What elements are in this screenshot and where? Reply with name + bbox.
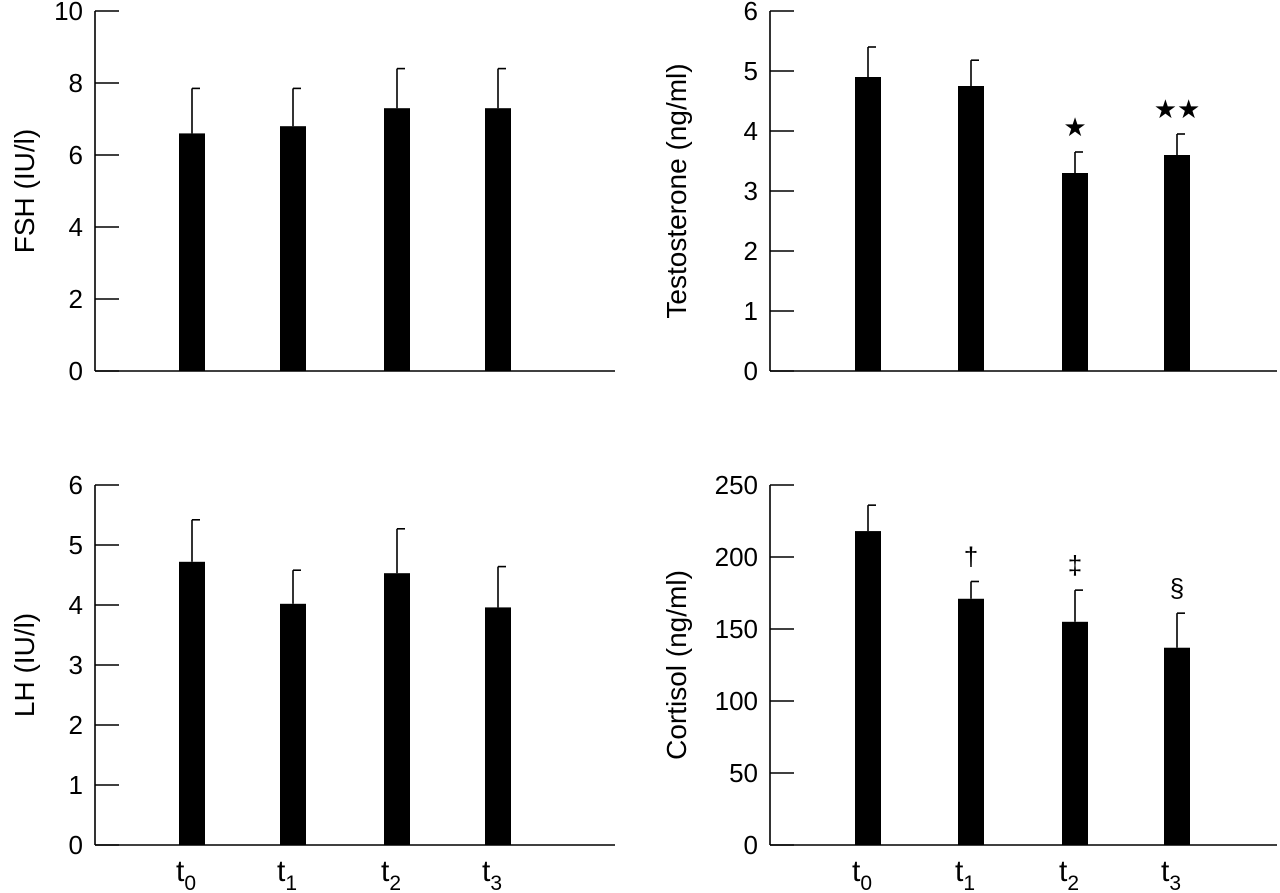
bar-t1 — [958, 598, 984, 845]
y-tick-label: 150 — [715, 614, 758, 644]
bar-t3 — [485, 108, 511, 371]
x-tick-label: t3 — [1161, 855, 1181, 893]
x-tick-label-base: t — [482, 855, 491, 888]
y-axis-label: Testosterone (ng/ml) — [661, 63, 692, 318]
y-tick-label: 3 — [69, 650, 83, 680]
y-tick-label: 3 — [744, 176, 758, 206]
x-tick-label-subscript: 2 — [1067, 872, 1079, 893]
y-tick-label: 0 — [744, 356, 758, 386]
y-tick-label: 50 — [729, 758, 758, 788]
x-tick-label-base: t — [852, 855, 861, 888]
bar-t1 — [280, 126, 306, 371]
x-tick-label-subscript: 0 — [184, 872, 196, 893]
bar-t2 — [1062, 173, 1088, 371]
y-axis-label: LH (IU/l) — [9, 613, 40, 717]
x-tick-label-base: t — [1059, 855, 1068, 888]
y-tick-label: 250 — [715, 470, 758, 500]
x-tick-label: t0 — [176, 855, 196, 893]
y-tick-label: 200 — [715, 542, 758, 572]
x-tick-label-base: t — [381, 855, 390, 888]
y-axis-label: Cortisol (ng/ml) — [661, 570, 692, 760]
bar-t3 — [1164, 155, 1190, 371]
x-tick-label-base: t — [176, 855, 185, 888]
significance-marker: ★ — [1063, 112, 1086, 142]
y-tick-label: 0 — [69, 830, 83, 860]
significance-marker: § — [1170, 573, 1184, 603]
bar-t0 — [855, 77, 881, 371]
y-tick-label: 1 — [69, 770, 83, 800]
y-tick-label: 10 — [54, 0, 83, 26]
x-tick-label: t1 — [955, 855, 975, 893]
bar-t2 — [384, 573, 410, 845]
y-tick-label: 4 — [744, 116, 758, 146]
y-tick-label: 2 — [744, 236, 758, 266]
x-tick-label-subscript: 3 — [1169, 872, 1181, 893]
x-tick-label: t2 — [1059, 855, 1079, 893]
y-tick-label: 8 — [69, 68, 83, 98]
y-tick-label: 0 — [69, 356, 83, 386]
x-tick-label-base: t — [1161, 855, 1170, 888]
x-tick-label-base: t — [277, 855, 286, 888]
bar-t0 — [855, 531, 881, 845]
x-tick-label-subscript: 2 — [389, 872, 401, 893]
y-tick-label: 1 — [744, 296, 758, 326]
y-tick-label: 4 — [69, 590, 83, 620]
y-tick-label: 5 — [69, 530, 83, 560]
y-tick-label: 6 — [744, 0, 758, 26]
y-tick-label: 100 — [715, 686, 758, 716]
x-tick-label-base: t — [955, 855, 964, 888]
x-tick-label: t3 — [482, 855, 502, 893]
x-tick-label-subscript: 1 — [285, 872, 297, 893]
y-tick-label: 5 — [744, 56, 758, 86]
x-tick-label: t1 — [277, 855, 297, 893]
y-tick-label: 6 — [69, 140, 83, 170]
bar-t0 — [179, 561, 205, 845]
significance-marker: ★★ — [1154, 94, 1201, 124]
bar-t1 — [280, 603, 306, 845]
bar-t3 — [485, 607, 511, 845]
y-tick-label: 2 — [69, 284, 83, 314]
bar-t2 — [384, 108, 410, 371]
y-tick-label: 6 — [69, 470, 83, 500]
significance-marker: ‡ — [1068, 550, 1082, 580]
y-tick-label: 2 — [69, 710, 83, 740]
bar-t2 — [1062, 621, 1088, 845]
bar-t1 — [958, 86, 984, 371]
x-tick-label-subscript: 3 — [490, 872, 502, 893]
x-tick-label-subscript: 0 — [860, 872, 872, 893]
significance-marker: † — [964, 541, 978, 571]
x-tick-label-subscript: 1 — [963, 872, 975, 893]
y-tick-label: 4 — [69, 212, 83, 242]
y-tick-label: 0 — [744, 830, 758, 860]
x-tick-label: t0 — [852, 855, 872, 893]
y-axis-label: FSH (IU/l) — [9, 129, 40, 253]
chart-panel-top-left: 0 2 4 6 8 10 FSH (IU/l) — [9, 0, 615, 386]
bar-t3 — [1164, 647, 1190, 845]
bar-t0 — [179, 133, 205, 371]
x-tick-label: t2 — [381, 855, 401, 893]
